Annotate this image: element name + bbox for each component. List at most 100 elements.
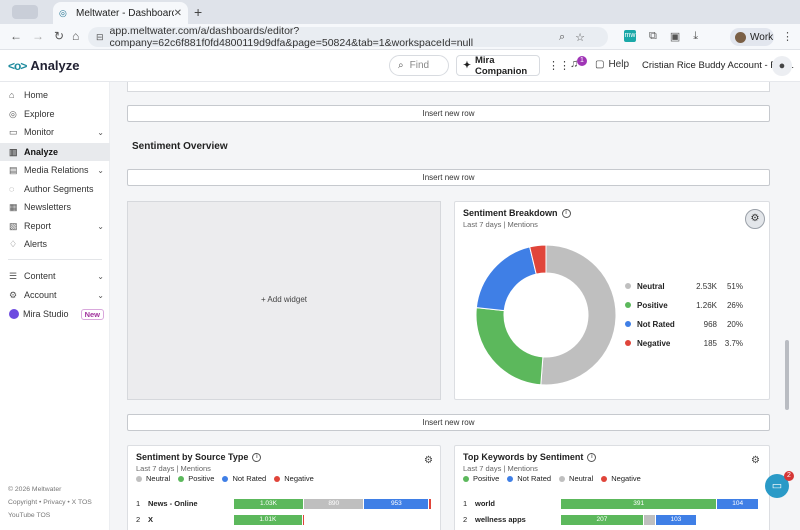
legend-label: Neutral (146, 474, 171, 483)
legend-item-neutral[interactable]: Neutral 2.53K 51% (625, 280, 765, 292)
reload-icon[interactable]: ↻ (54, 29, 65, 43)
apps-grid-icon[interactable]: ⋮⋮ (548, 60, 570, 72)
notifications-bell-icon[interactable]: ♫ (570, 58, 579, 70)
address-bar[interactable]: ⊟ app.meltwater.com/a/dashboards/editor?… (88, 25, 608, 49)
bookmark-star-icon[interactable]: ☆ (575, 32, 585, 44)
rank-number: 2 (136, 515, 141, 524)
add-widget-button[interactable]: + Add widget (260, 295, 308, 304)
widget-title-text: Sentiment by Source Type (136, 452, 249, 462)
footer-youtube-tos[interactable]: YouTube TOS (8, 512, 51, 519)
chevron-down-icon[interactable]: ⌄ (97, 271, 104, 281)
sidebar-item-label: Monitor (24, 127, 55, 137)
extensions-puzzle-icon[interactable]: ⧉ (649, 30, 657, 42)
sidebar-item-newsletters[interactable]: ▦ Newsletters (0, 198, 110, 216)
mira-icon (9, 309, 19, 319)
tab-groups-icon[interactable] (12, 5, 38, 19)
section-title[interactable]: Sentiment Overview (132, 141, 228, 152)
info-icon[interactable]: i (252, 452, 262, 462)
legend-item-not-rated[interactable]: Not Rated (507, 474, 551, 483)
bar-row-wellness-apps[interactable]: 2 wellness apps 207 103 (463, 514, 763, 525)
sidebar-item-content[interactable]: ☰ Content ⌄ (0, 267, 110, 285)
mira-companion-button[interactable]: ✦ Mira Companion (456, 55, 540, 77)
sidebar-item-author-segments[interactable]: ◌ Author Segments (0, 180, 110, 198)
account-switcher[interactable]: Cristian Rice Buddy Account - Fair... (642, 60, 795, 71)
sidebar-item-alerts[interactable]: ♢ Alerts (0, 235, 110, 253)
sidebar-item-report[interactable]: ▧ Report ⌄ (0, 217, 110, 235)
page-scrollbar[interactable] (785, 340, 789, 410)
sidebar-item-analyze[interactable]: ▥ Analyze (0, 143, 110, 161)
browser-tab[interactable]: ◎ Meltwater - Dashboard ✕ (53, 2, 188, 24)
widget-settings-gear-icon[interactable]: ⚙ (745, 209, 765, 229)
sidebar-item-label: Author Segments (24, 184, 94, 194)
donut-slice-negative[interactable] (529, 244, 547, 275)
download-icon[interactable]: ⤓ (693, 30, 699, 42)
info-icon[interactable]: i (587, 452, 597, 462)
site-info-icon[interactable]: ⊟ (96, 31, 104, 42)
legend-item-neutral[interactable]: Neutral (136, 474, 170, 483)
help-button[interactable]: ▢ Help (595, 59, 629, 70)
bar-segment-positive[interactable]: 1.03K (234, 498, 304, 509)
bar-row-world[interactable]: 1 world 391 104 (463, 498, 763, 509)
widget-settings-gear-icon[interactable]: ⚙ (751, 455, 760, 466)
sidebar-item-mira-studio[interactable]: Mira Studio New (0, 305, 110, 323)
sentiment-breakdown-widget: Sentiment Breakdown i Last 7 days | Ment… (454, 201, 770, 400)
sidebar-item-explore[interactable]: ◎ Explore (0, 105, 110, 123)
bar-row-news-online[interactable]: 1 News - Online 1.03K 890 953 (136, 498, 436, 509)
legend-item-positive[interactable]: Positive (178, 474, 214, 483)
info-icon[interactable]: i (561, 208, 571, 218)
find-input[interactable]: ⌕ Find (389, 55, 449, 76)
legend-item-positive[interactable]: Positive (463, 474, 499, 483)
footer-links[interactable]: Copyright • Privacy • X TOS (8, 499, 92, 506)
widget-title: Top Keywords by Sentiment i (463, 452, 597, 462)
chevron-down-icon[interactable]: ⌄ (97, 165, 104, 175)
bar-segment-positive[interactable]: 207 (561, 514, 644, 525)
meltwater-extension-icon[interactable]: mw (624, 30, 636, 42)
user-avatar-icon[interactable]: ● (772, 56, 792, 76)
sidebar-item-monitor[interactable]: ▭ Monitor ⌄ (0, 123, 110, 141)
insert-new-row-button[interactable]: Insert new row (127, 105, 770, 122)
chevron-down-icon[interactable]: ⌄ (97, 221, 104, 231)
bar-segment-negative[interactable] (429, 498, 432, 509)
legend-dot (507, 475, 514, 482)
legend-item-negative[interactable]: Negative (601, 474, 641, 483)
back-icon[interactable]: ← (10, 29, 22, 43)
profile-button[interactable]: Work (730, 28, 774, 46)
zoom-icon[interactable]: ⌕ (558, 31, 566, 43)
bar-segment-positive[interactable]: 391 (561, 498, 718, 509)
insert-new-row-button[interactable]: Insert new row (127, 414, 770, 431)
legend-item-not-rated[interactable]: Not Rated 968 20% (625, 318, 765, 330)
chevron-down-icon[interactable]: ⌄ (97, 127, 104, 137)
sidebar-item-label: Content (24, 271, 56, 281)
cast-icon[interactable]: ▣ (669, 31, 681, 43)
new-tab-button[interactable]: + (194, 4, 203, 20)
bar-segment-not-rated[interactable]: 103 (655, 514, 697, 525)
browser-menu-icon[interactable]: ⋮ (782, 31, 793, 43)
legend-item-negative[interactable]: Negative (274, 474, 314, 483)
empty-widget-slot[interactable]: + Add widget (127, 201, 441, 400)
bar-segment-neutral[interactable] (643, 514, 656, 525)
bar-segment-not-rated[interactable]: 104 (717, 498, 759, 509)
sidebar-item-media-relations[interactable]: ▤ Media Relations ⌄ (0, 161, 110, 179)
bar-segment-neutral[interactable]: 890 (304, 498, 365, 509)
sidebar-item-home[interactable]: ⌂ Home (0, 86, 110, 104)
forward-icon[interactable]: → (32, 29, 44, 43)
legend-item-not-rated[interactable]: Not Rated (222, 474, 266, 483)
sidebar-item-account[interactable]: ⚙ Account ⌄ (0, 286, 110, 304)
legend-item-neutral[interactable]: Neutral (559, 474, 593, 483)
donut-slice-not-rated[interactable] (475, 246, 537, 312)
tab-close-icon[interactable]: ✕ (173, 7, 182, 19)
insert-new-row-button[interactable]: Insert new row (127, 169, 770, 186)
app-logo[interactable]: <o> Analyze (8, 58, 80, 73)
donut-slice-positive[interactable] (475, 307, 544, 386)
bar-segment-not-rated[interactable]: 953 (364, 498, 430, 509)
legend-label: Neutral (637, 281, 665, 291)
bar-segment-positive[interactable]: 1.01K (234, 514, 303, 525)
bar-row-x[interactable]: 2 X 1.01K (136, 514, 436, 525)
widget-settings-gear-icon[interactable]: ⚙ (424, 455, 433, 466)
home-browser-icon[interactable]: ⌂ (72, 29, 80, 43)
bar-segment-negative[interactable] (302, 514, 305, 525)
legend-item-positive[interactable]: Positive 1.26K 26% (625, 299, 765, 311)
donut-slice-neutral[interactable] (540, 244, 617, 386)
chevron-down-icon[interactable]: ⌄ (97, 290, 104, 300)
legend-item-negative[interactable]: Negative 185 3.7% (625, 337, 765, 349)
